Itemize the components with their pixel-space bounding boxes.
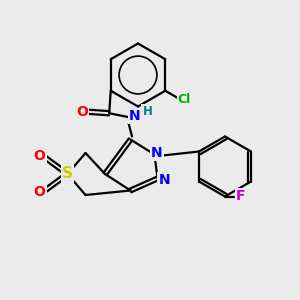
Text: N: N bbox=[158, 173, 170, 187]
Text: N: N bbox=[129, 109, 140, 123]
Text: N: N bbox=[151, 146, 163, 160]
Text: S: S bbox=[62, 167, 73, 182]
Text: O: O bbox=[34, 149, 46, 163]
Text: H: H bbox=[142, 105, 152, 118]
Text: F: F bbox=[236, 190, 245, 203]
Text: Cl: Cl bbox=[178, 92, 191, 106]
Text: O: O bbox=[76, 105, 88, 119]
Text: O: O bbox=[34, 185, 46, 199]
